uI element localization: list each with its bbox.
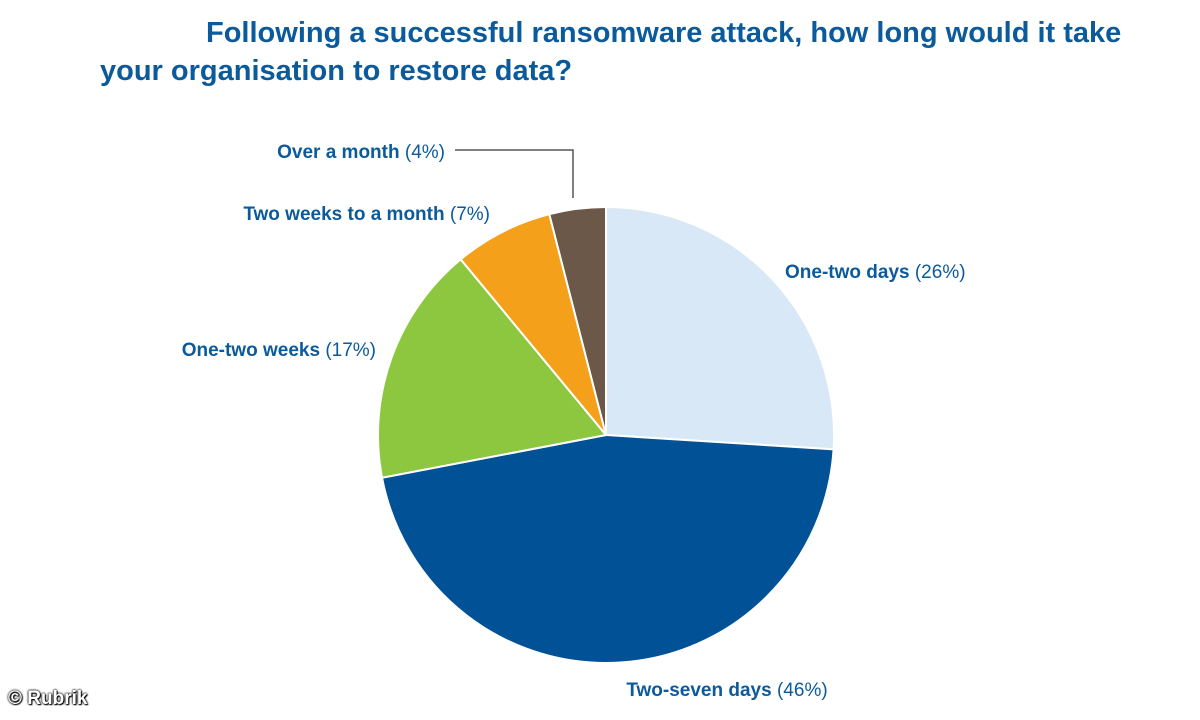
pie-slice-over-a-month: [548, 205, 607, 436]
chart-title: Following a successful ransomware attack…: [100, 14, 1160, 90]
slice-label: Two weeks to a month (7%): [243, 204, 490, 225]
slice-label-percent: (4%): [405, 142, 445, 163]
slice-label: One-two days (26%): [785, 262, 966, 283]
slice-label-category: One-two days: [785, 262, 915, 283]
slice-label-percent: (17%): [325, 340, 376, 361]
pie-slice-one-two-days: [605, 205, 835, 451]
slice-label-category: Over a month: [277, 142, 405, 163]
slice-label-category: Two weeks to a month: [243, 204, 450, 225]
slice-label-category: Two-seven days: [626, 680, 777, 701]
slice-label-percent: (26%): [915, 262, 966, 283]
chart-title-line-1: Following a successful ransomware attack…: [206, 17, 1122, 49]
copyright-credit: © Rubrik: [8, 688, 88, 709]
pie-slice-one-two-weeks: [377, 257, 608, 479]
slice-label-percent: (7%): [450, 204, 490, 225]
slice-label-percent: (46%): [777, 680, 828, 701]
slice-label: Two-seven days (46%): [626, 680, 827, 701]
pie-slice-two-seven-days: [380, 433, 835, 664]
slice-label: One-two weeks (17%): [182, 340, 376, 361]
slice-label: Over a month (4%): [277, 142, 445, 163]
leader-line: [455, 149, 574, 198]
slice-label-category: One-two weeks: [182, 340, 326, 361]
chart-title-line-2: your organisation to restore data?: [100, 55, 573, 87]
